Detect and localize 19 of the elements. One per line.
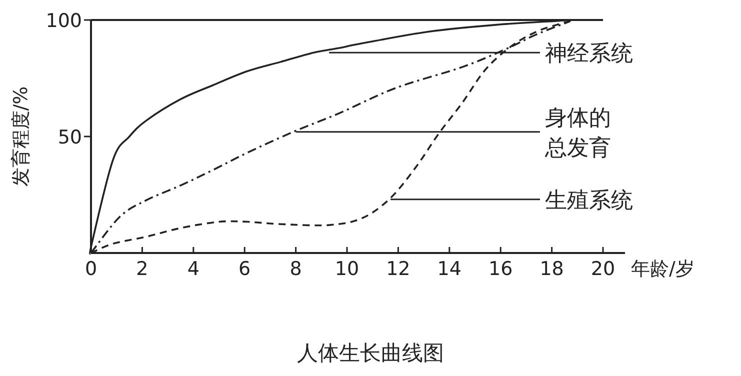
x-tick-label: 0 <box>84 258 98 280</box>
annotation: 身体的总发育 <box>544 106 611 161</box>
annotation: 生殖系统 <box>545 188 633 214</box>
x-tick-label: 12 <box>386 258 410 280</box>
x-tick-label: 20 <box>590 258 616 280</box>
x-tick-label: 10 <box>334 258 360 280</box>
x-axis-title: 年龄/岁 <box>631 258 694 280</box>
x-tick-label: 16 <box>488 258 513 280</box>
x-tick-label: 18 <box>540 258 564 280</box>
x-tick-label: 8 <box>290 258 302 280</box>
x-tick-label: 2 <box>136 258 148 280</box>
x-tick-label: 14 <box>437 258 462 280</box>
x-tick-label: 4 <box>187 258 200 280</box>
text: 人体生长曲线图 <box>297 341 444 365</box>
annotation: 神经系统 <box>545 42 633 67</box>
y-tick-label: 100 <box>46 10 82 32</box>
x-tick-label: 6 <box>238 258 251 280</box>
y-axis-title: 发育程度/% <box>10 86 32 187</box>
y-tick-label: 50 <box>58 126 82 148</box>
